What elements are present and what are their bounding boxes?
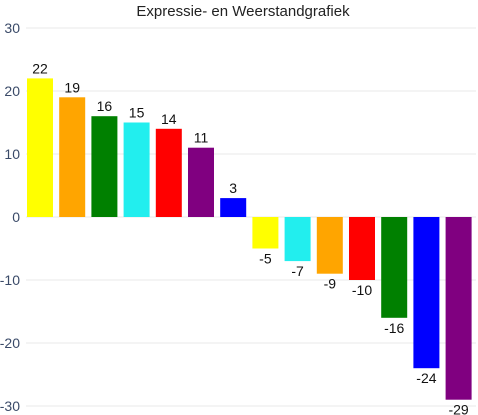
bar	[349, 217, 375, 280]
bar	[252, 217, 279, 249]
bars	[27, 78, 472, 400]
y-tick-label: 0	[12, 209, 20, 225]
y-tick-label: -10	[0, 272, 20, 288]
bar-value-label: -24	[416, 370, 436, 386]
y-tick-label: -30	[0, 398, 20, 414]
bar	[445, 217, 472, 400]
chart-title: Expressie- en Weerstandgrafiek	[136, 3, 350, 20]
bar-value-label: -5	[259, 251, 272, 267]
bar	[155, 128, 182, 217]
bar	[188, 147, 214, 217]
bar	[123, 122, 150, 217]
bar	[381, 217, 408, 318]
bar	[91, 116, 118, 217]
bar-value-label: 14	[161, 111, 177, 127]
y-tick-label: 20	[4, 83, 20, 99]
bar	[59, 97, 86, 217]
data-labels: 22 19 16 15 14 11 3 -5 -7 -9 -10 -16 -24 -29	[32, 60, 469, 415]
bar-value-label: 15	[129, 105, 145, 121]
bar	[284, 217, 311, 262]
bar-value-label: 16	[97, 98, 113, 114]
bar-value-label: -16	[384, 320, 404, 336]
y-tick-label: 30	[4, 20, 20, 36]
bar-value-label: 11	[194, 130, 209, 146]
bar	[413, 217, 440, 369]
bar-value-label: 3	[229, 180, 237, 196]
bar-value-label: -10	[352, 282, 372, 298]
bar-value-label: -9	[324, 276, 337, 292]
bar	[220, 198, 247, 217]
bar-value-label: 19	[64, 79, 80, 95]
bar	[316, 217, 343, 274]
bar-value-label: -7	[291, 263, 304, 279]
bar-value-label: -29	[448, 402, 468, 415]
y-axis-ticks: 30 20 10 0 -10 -20 -30	[0, 20, 20, 414]
bar-value-label: 22	[32, 60, 48, 76]
y-tick-label: 10	[4, 146, 20, 162]
y-tick-label: -20	[0, 335, 20, 351]
bar	[27, 78, 53, 218]
